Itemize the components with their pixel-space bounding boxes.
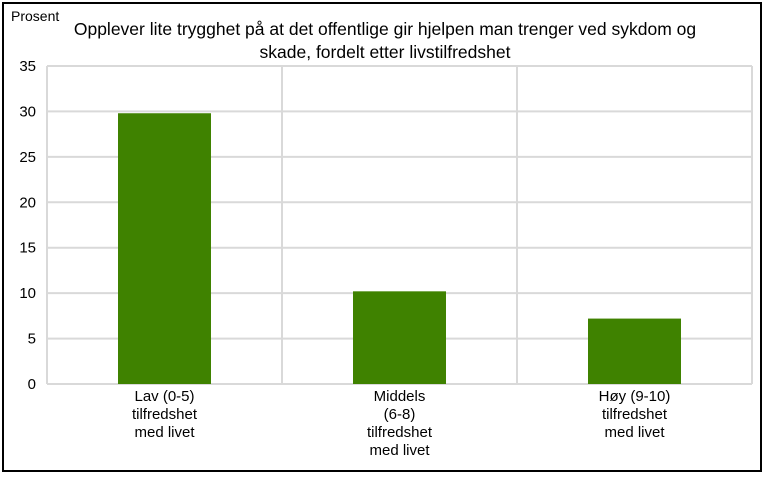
y-tick-label: 0 [28,376,36,393]
y-tick-label: 15 [19,240,36,257]
x-tick-label: Høy (9-10) tilfredshet med livet [598,388,671,441]
bar [588,318,681,384]
y-tick-label: 20 [19,194,36,211]
y-axis-label: Prosent [11,8,60,24]
chart-title: Opplever lite trygghet på at det offentl… [73,19,697,62]
y-tick-label: 25 [19,149,36,166]
x-tick-label: Middels (6-8) tilfredshet med livet [366,388,433,459]
x-tick-label: Lav (0-5) tilfredshet med livet [131,388,198,441]
chart-frame [2,2,762,472]
bar [353,291,446,384]
y-tick-label: 5 [28,331,36,348]
y-tick-label: 30 [19,103,36,120]
y-tick-label: 35 [19,58,36,75]
y-tick-label: 10 [19,285,36,302]
bar [118,113,211,384]
